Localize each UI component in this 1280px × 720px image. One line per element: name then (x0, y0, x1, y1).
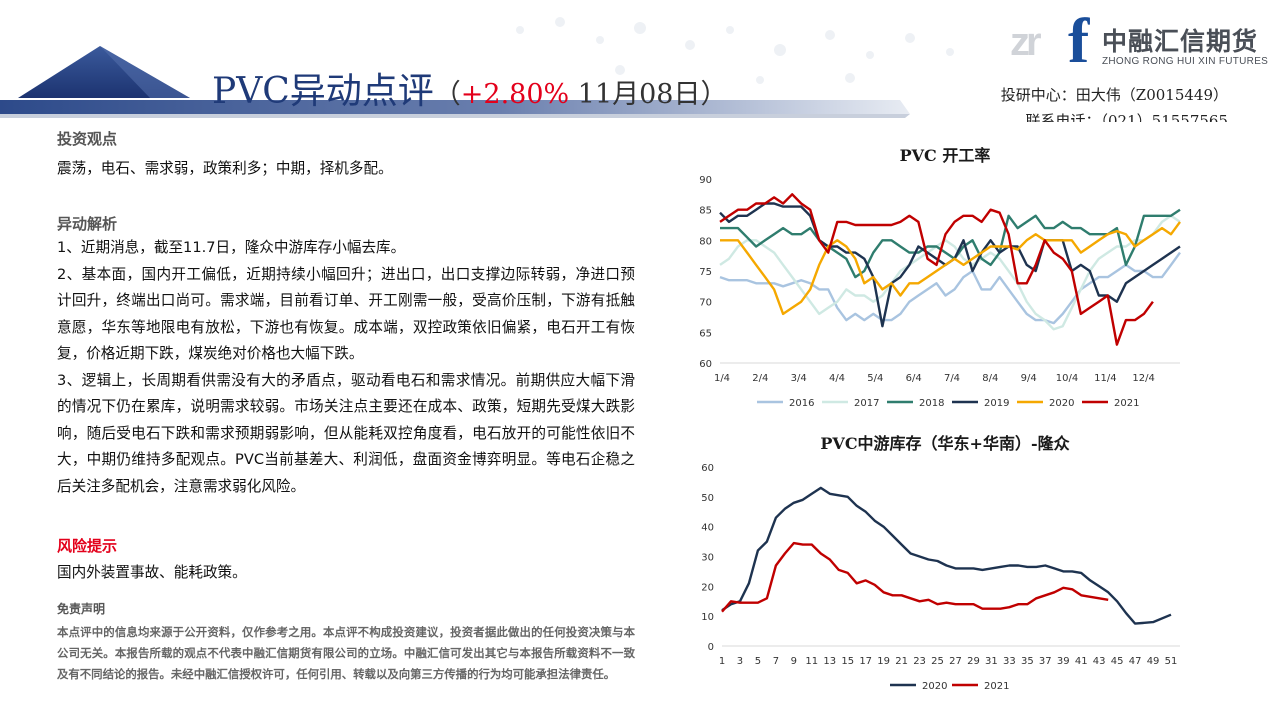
legend-label-2021: 2021 (984, 681, 1009, 692)
legend-label-2020: 2020 (1049, 398, 1074, 409)
x-tick-label: 9 (791, 656, 797, 667)
y-tick-label: 60 (699, 359, 712, 370)
disclaimer-heading: 免责声明 (57, 602, 106, 616)
x-tick-label: 23 (913, 656, 926, 667)
x-tick-label: 6/4 (906, 373, 922, 384)
y-tick-label: 40 (701, 523, 714, 534)
x-tick-label: 41 (1075, 656, 1088, 667)
x-tick-label: 29 (967, 656, 980, 667)
view-heading: 投资观点 (57, 130, 118, 148)
x-tick-label: 11/4 (1094, 373, 1116, 384)
y-tick-label: 10 (701, 612, 714, 623)
legend-label-2018: 2018 (919, 398, 944, 409)
analysis-item: 2、基本面，国内开工偏低，近期持续小幅回升；进出口，出口支撑边际转弱，净进口预计… (57, 265, 635, 363)
x-tick-label: 43 (1093, 656, 1106, 667)
y-tick-label: 30 (701, 553, 714, 564)
disclaimer-text: 本点评中的信息均来源于公开资料，仅作参考之用。本点评不构成投资建议，投资者据此做… (57, 625, 635, 681)
x-tick-label: 39 (1057, 656, 1070, 667)
y-tick-label: 80 (699, 236, 712, 247)
x-tick-label: 3 (737, 656, 743, 667)
contact-phone: 联系电话：（021）51557565 (1025, 112, 1228, 122)
series-line-2018 (720, 208, 1181, 279)
analysis-list: 1、近期消息，截至11.7日，隆众中游库存小幅去库。 2、基本面，国内开工偏低，… (57, 235, 635, 500)
research-center: 投研中心：田大伟（Z0015449） (1000, 86, 1228, 104)
x-tick-label: 5 (755, 656, 761, 667)
x-tick-label: 12/4 (1132, 373, 1154, 384)
series-line-2021 (721, 541, 1109, 613)
risk-text: 国内外装置事故、能耗政策。 (57, 564, 247, 581)
report-date: 11月08日 (569, 79, 701, 110)
logo-f-mark: f (1068, 5, 1090, 76)
operating-rate-chart: 60 65 70 75 80 85 90 1/4 2/4 3/4 4/4 5/4 6/4 7/4 8/4 9/… (699, 175, 1181, 409)
price-change: +2.80% (460, 79, 570, 110)
x-tick-label: 1 (719, 656, 725, 667)
series-line-2020 (720, 221, 1181, 316)
x-tick-label: 33 (1003, 656, 1016, 667)
legend-label-2017: 2017 (854, 398, 879, 409)
x-tick-label: 9/4 (1021, 373, 1037, 384)
header-band (0, 100, 910, 114)
y-tick-label: 65 (699, 328, 712, 339)
x-tick-label: 19 (877, 656, 890, 667)
x-tick-label: 15 (841, 656, 854, 667)
contact-info: 投研中心：田大伟（Z0015449） 联系电话：（021）51557565 (1001, 82, 1228, 122)
x-tick-label: 21 (895, 656, 908, 667)
analysis-item: 1、近期消息，截至11.7日，隆众中游库存小幅去库。 (57, 239, 406, 256)
series-line-2017 (719, 214, 1181, 331)
x-tick-label: 7/4 (944, 373, 960, 384)
risk-heading: 风险提示 (57, 537, 118, 555)
x-tick-label: 13 (823, 656, 836, 667)
x-tick-label: 5/4 (867, 373, 883, 384)
x-tick-label: 10/4 (1056, 373, 1078, 384)
x-tick-label: 27 (949, 656, 962, 667)
world-map-watermark (516, 17, 954, 84)
x-tick-label: 7 (773, 656, 779, 667)
y-tick-label: 0 (708, 642, 714, 653)
x-tick-label: 45 (1111, 656, 1124, 667)
series-line-2020 (721, 486, 1172, 625)
analysis-heading: 异动解析 (57, 215, 118, 233)
logo-company-name: 中融汇信期货 (1102, 27, 1259, 56)
header-decoration (0, 17, 954, 118)
page-title: PVC异动点评（+2.80% 11月08日） (212, 71, 728, 112)
chart-title-operating-rate: PVC 开工率 (899, 146, 991, 165)
x-tick-label: 47 (1129, 656, 1142, 667)
analysis-item: 3、逻辑上，长周期看供需没有大的矛盾点，驱动看电石和需求情况。前期供应大幅下滑的… (57, 371, 635, 495)
logo-company-name-en: ZHONG RONG HUI XIN FUTURES (1102, 56, 1269, 67)
legend-label-2019: 2019 (984, 398, 1009, 409)
y-tick-label: 60 (701, 463, 714, 474)
x-tick-label: 35 (1021, 656, 1034, 667)
legend-label-2016: 2016 (789, 398, 814, 409)
legend-label-2021: 2021 (1114, 398, 1139, 409)
x-tick-label: 4/4 (829, 373, 845, 384)
x-tick-label: 8/4 (982, 373, 998, 384)
x-tick-label: 49 (1147, 656, 1160, 667)
y-tick-label: 90 (699, 175, 712, 186)
y-tick-label: 70 (699, 298, 712, 309)
x-tick-label: 11 (805, 656, 818, 667)
y-tick-label: 20 (701, 582, 714, 593)
company-logo: zr f 中融汇信期货 ZHONG RONG HUI XIN FUTURES (1010, 5, 1272, 76)
x-tick-label: 25 (931, 656, 944, 667)
x-tick-label: 31 (985, 656, 998, 667)
chart-title-inventory: PVC中游库存（华东+华南）-隆众 (820, 434, 1070, 453)
legend-label-2020: 2020 (922, 681, 947, 692)
x-tick-label: 2/4 (752, 373, 768, 384)
y-tick-label: 75 (699, 267, 712, 278)
y-tick-label: 50 (701, 493, 714, 504)
x-tick-label: 3/4 (791, 373, 807, 384)
x-tick-label: 17 (859, 656, 872, 667)
y-tick-label: 85 (699, 206, 712, 217)
x-tick-label: 51 (1165, 656, 1178, 667)
logo-watermark-letters: zr (1010, 20, 1042, 64)
series-line-2021 (719, 193, 1154, 346)
header: PVC异动点评（+2.80% 11月08日） zr f 中融汇信期货 ZHONG… (0, 0, 1280, 122)
x-tick-label: 37 (1039, 656, 1052, 667)
view-text: 震荡，电石、需求弱，政策利多；中期，择机多配。 (57, 160, 393, 177)
x-tick-label: 1/4 (714, 373, 730, 384)
